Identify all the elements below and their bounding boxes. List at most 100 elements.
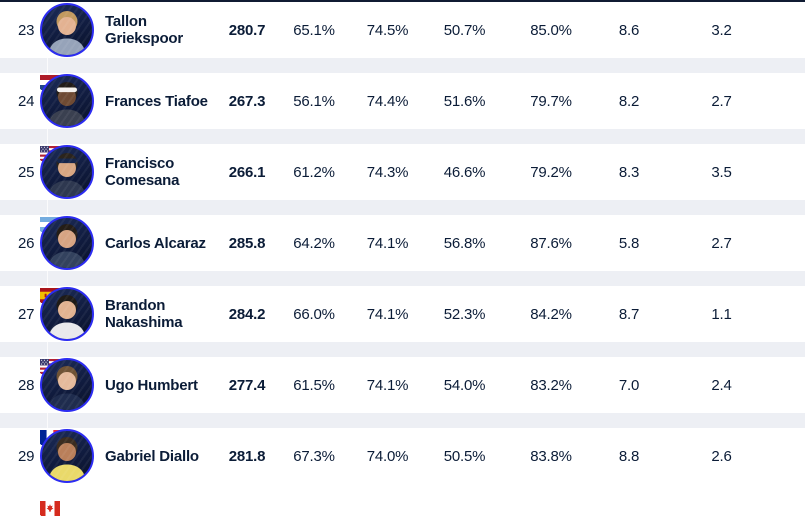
rank-cell: 28	[18, 376, 35, 394]
stat-cell: 8.8	[618, 447, 640, 465]
player-silhouette-icon	[48, 224, 86, 268]
player-silhouette-icon	[48, 437, 86, 481]
player-avatar	[40, 287, 94, 374]
player-avatar	[40, 3, 94, 90]
stat-cell: 83.8%	[530, 447, 572, 465]
stat-cell-rating: 280.7	[228, 21, 266, 39]
stat-cell: 8.2	[618, 92, 640, 110]
rank-cell: 24	[18, 92, 35, 110]
stat-cell: 46.6%	[443, 163, 486, 181]
player-row[interactable]: 23 Tallon Griekspoor 280.7 65.1% 74.5% 5…	[0, 2, 805, 90]
player-avatar	[40, 216, 94, 303]
player-row[interactable]: 28 Ugo Humbert 277.4 61.5% 74.1% 54.0% 8…	[0, 357, 805, 445]
player-name: Carlos Alcaraz	[105, 234, 206, 252]
player-silhouette-icon	[48, 366, 86, 410]
stat-cell: 54.0%	[443, 376, 486, 394]
stat-cell: 79.7%	[530, 92, 572, 110]
row-separator	[0, 129, 805, 144]
rank-cell: 23	[18, 21, 35, 39]
player-row[interactable]: 26 Carlos Alcaraz 285.8 64.2% 74.1% 56.8…	[0, 215, 805, 303]
stat-cell: 8.3	[618, 163, 640, 181]
player-photo	[40, 3, 94, 57]
rank-cell: 27	[18, 305, 35, 323]
stat-cell: 56.8%	[443, 234, 486, 252]
stats-cells: 284.2 66.0% 74.1% 52.3% 84.2% 8.7 1.1	[222, 306, 805, 323]
player-avatar	[40, 145, 94, 232]
player-photo	[40, 358, 94, 412]
stat-cell: 74.1%	[366, 234, 409, 252]
player-name: Brandon Nakashima	[105, 297, 183, 331]
row-separator	[0, 200, 805, 215]
rank-cell: 25	[18, 163, 35, 181]
stat-cell: 74.3%	[366, 163, 409, 181]
stats-cells: 281.8 67.3% 74.0% 50.5% 83.8% 8.8 2.6	[222, 448, 805, 465]
player-name: Gabriel Diallo	[105, 447, 199, 465]
player-photo	[40, 145, 94, 199]
stat-cell: 8.6	[618, 21, 640, 39]
rank-cell: 29	[18, 447, 35, 465]
stat-cell: 50.7%	[443, 21, 486, 39]
player-row[interactable]: 29 Gabriel Diallo 281.8 67.3% 74.0% 50.5…	[0, 428, 805, 516]
player-row[interactable]: 25 Francisco Comesana 266.1 61.2% 74.3% …	[0, 144, 805, 232]
stat-cell: 50.5%	[443, 447, 486, 465]
player-silhouette-icon	[48, 82, 86, 126]
player-avatar	[40, 74, 94, 161]
player-photo	[40, 287, 94, 341]
stat-cell: 1.1	[711, 305, 732, 323]
player-name: Francisco Comesana	[105, 155, 180, 189]
stat-cell: 52.3%	[443, 305, 486, 323]
country-flag-icon	[40, 501, 94, 516]
stat-cell: 7.0	[618, 376, 640, 394]
stats-cells: 285.8 64.2% 74.1% 56.8% 87.6% 5.8 2.7	[222, 235, 805, 252]
row-separator	[0, 342, 805, 357]
player-photo	[40, 429, 94, 483]
stat-cell: 66.0%	[293, 305, 335, 323]
player-row[interactable]: 27 Brandon Nakashima 284.2 66.0% 74.1% 5…	[0, 286, 805, 374]
player-silhouette-icon	[48, 11, 86, 55]
stat-cell: 85.0%	[530, 21, 572, 39]
stat-cell: 2.7	[711, 234, 732, 252]
stat-cell: 67.3%	[293, 447, 335, 465]
stat-cell-rating: 277.4	[228, 376, 266, 394]
player-avatar	[40, 429, 94, 516]
stat-cell-rating: 266.1	[228, 163, 266, 181]
stat-cell: 2.4	[711, 376, 732, 394]
player-name: Ugo Humbert	[105, 376, 198, 394]
row-separator	[0, 271, 805, 286]
stat-cell: 84.2%	[530, 305, 572, 323]
player-name: Tallon Griekspoor	[105, 13, 184, 47]
row-separator	[0, 413, 805, 428]
stat-cell: 3.2	[711, 21, 732, 39]
player-photo	[40, 216, 94, 270]
stat-cell: 74.1%	[366, 305, 409, 323]
stats-cells: 280.7 65.1% 74.5% 50.7% 85.0% 8.6 3.2	[222, 22, 805, 39]
stat-cell: 79.2%	[530, 163, 572, 181]
player-photo	[40, 74, 94, 128]
stat-cell-rating: 284.2	[228, 305, 266, 323]
stat-cell: 74.0%	[366, 447, 409, 465]
stat-cell: 8.7	[618, 305, 640, 323]
stat-cell-rating: 281.8	[228, 447, 266, 465]
stat-cell: 51.6%	[443, 92, 486, 110]
stat-cell-rating: 285.8	[228, 234, 266, 252]
player-silhouette-icon	[48, 153, 86, 197]
stat-cell-rating: 267.3	[228, 92, 266, 110]
stat-cell: 61.5%	[293, 376, 335, 394]
player-row[interactable]: 24 Frances Tiafoe 267.3 56.1% 74.4% 51.6…	[0, 73, 805, 161]
stats-cells: 267.3 56.1% 74.4% 51.6% 79.7% 8.2 2.7	[222, 93, 805, 110]
row-separator	[0, 58, 805, 73]
stat-cell: 2.7	[711, 92, 732, 110]
stat-cell: 64.2%	[293, 234, 335, 252]
stats-cells: 277.4 61.5% 74.1% 54.0% 83.2% 7.0 2.4	[222, 377, 805, 394]
rank-cell: 26	[18, 234, 35, 252]
stat-cell: 56.1%	[293, 92, 335, 110]
stat-cell: 65.1%	[293, 21, 335, 39]
stat-cell: 2.6	[711, 447, 732, 465]
stat-cell: 5.8	[618, 234, 640, 252]
player-name: Frances Tiafoe	[105, 92, 208, 110]
stat-cell: 74.5%	[366, 21, 409, 39]
player-avatar	[40, 358, 94, 445]
stat-cell: 3.5	[711, 163, 732, 181]
